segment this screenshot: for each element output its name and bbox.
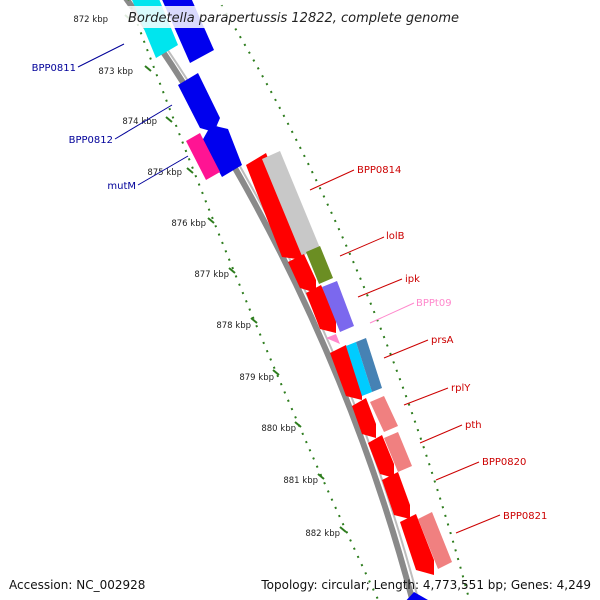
accession-text: Accession: NC_002928 <box>9 578 146 592</box>
tick-875 <box>186 167 194 174</box>
gene-arrow-BPP0820[interactable] <box>382 472 410 519</box>
outer-dotted-line <box>216 0 471 600</box>
cog-bar-rplY[interactable] <box>370 396 398 432</box>
cog-bar-ipk[interactable] <box>322 281 354 332</box>
cog-bar-BPP0814[interactable] <box>262 151 320 256</box>
gene-arrow-pth[interactable] <box>368 435 394 478</box>
gene-label-BPP0811[interactable]: BPP0811 <box>32 63 76 74</box>
gene-label-pth[interactable]: pth <box>465 420 482 431</box>
gene-arrow-ipk[interactable] <box>306 285 336 333</box>
gene-label-BPP0812[interactable]: BPP0812 <box>69 135 113 146</box>
gene-label-rplY[interactable]: rplY <box>451 383 471 394</box>
leader-line-mutM <box>137 155 189 186</box>
leader-line-BPP0811 <box>77 43 125 68</box>
leader-line-BPP0820 <box>435 461 480 481</box>
title-block: Bordetella parapertussis 12822, complete… <box>124 6 476 28</box>
tick-879 <box>272 369 280 376</box>
gene-arrow-mutM[interactable] <box>202 125 242 177</box>
tick-label: 880 kbp <box>261 424 296 434</box>
tick-label: 876 kbp <box>171 219 206 229</box>
gene-label-lolB[interactable]: lolB <box>386 231 405 242</box>
leader-line-rplY <box>403 387 449 406</box>
genome-summary-text: Topology: circular; Length: 4,773,551 bp… <box>261 578 591 592</box>
gene-label-mutM[interactable]: mutM <box>107 181 136 192</box>
leader-line-lolB <box>339 236 385 257</box>
cog-bar-prsA-1[interactable] <box>346 342 372 396</box>
cog-bar-pth[interactable] <box>384 432 412 472</box>
leader-line-prsA <box>383 339 429 359</box>
tick-label: 872 kbp <box>73 15 108 25</box>
gene-arrow-BPP0821[interactable] <box>400 514 434 575</box>
tick-label: 879 kbp <box>239 373 274 383</box>
inner-dotted-line <box>127 0 380 600</box>
forward-strand-features <box>246 151 452 575</box>
leader-line-BPPt09 <box>369 302 415 324</box>
cog-bar-lolB[interactable] <box>306 246 333 284</box>
tick-873 <box>144 65 152 72</box>
tick-881 <box>317 473 325 480</box>
gene-arrow-BPP0814[interactable] <box>246 153 304 260</box>
tick-878 <box>250 317 258 324</box>
leader-line-ipk <box>357 278 403 298</box>
leader-line-BPP0812 <box>114 104 173 140</box>
tick-label: 873 kbp <box>98 67 133 77</box>
tick-880 <box>294 421 302 428</box>
page-title: Bordetella parapertussis 12822, complete… <box>128 11 459 26</box>
gene-label-BPPt09[interactable]: BPPt09 <box>416 298 452 309</box>
leader-line-pth <box>419 424 463 444</box>
gene-label-BPP0821[interactable]: BPP0821 <box>503 511 547 522</box>
gene-arrow-bottom[interactable] <box>402 592 428 600</box>
forward-gene-labels: BPP0814 lolB ipk BPPt09 prsA rplY pth BP… <box>309 165 547 534</box>
gene-label-BPP0814[interactable]: BPP0814 <box>357 165 401 176</box>
backbone-arc-shadow <box>131 0 420 600</box>
tick-labels: 872 kbp 873 kbp 874 kbp 875 kbp 876 kbp … <box>73 15 340 539</box>
cog-bar-mutM[interactable] <box>186 133 220 180</box>
gene-arrow-BPPt09[interactable] <box>326 334 340 344</box>
gene-label-ipk[interactable]: ipk <box>405 274 420 285</box>
tick-label: 881 kbp <box>283 476 318 486</box>
tick-label: 882 kbp <box>305 529 340 539</box>
backbone <box>123 0 420 600</box>
gene-arrow-lolB[interactable] <box>288 254 316 293</box>
dotted-guides <box>127 0 471 600</box>
tick-label: 878 kbp <box>216 321 251 331</box>
tick-label: 877 kbp <box>194 270 229 280</box>
tick-882 <box>339 526 347 533</box>
reverse-gene-labels: BPP0811 BPP0812 mutM <box>32 43 189 192</box>
title-background <box>124 6 476 28</box>
gene-label-prsA[interactable]: prsA <box>431 335 454 346</box>
leader-line-BPP0814 <box>309 169 355 191</box>
tick-876 <box>207 217 215 224</box>
tick-877 <box>228 267 236 274</box>
tick-label: 875 kbp <box>147 168 182 178</box>
cog-bar-BPP0821[interactable] <box>418 512 452 569</box>
cog-bar-prsA-2[interactable] <box>356 338 382 392</box>
tick-874 <box>165 116 173 123</box>
leader-line-BPP0821 <box>455 514 501 534</box>
tick-label: 874 kbp <box>122 117 157 127</box>
gene-label-BPP0820[interactable]: BPP0820 <box>482 457 526 468</box>
gene-arrow-BPP0812[interactable] <box>178 73 220 132</box>
backbone-arc <box>123 0 416 600</box>
gene-arrow-rplY[interactable] <box>352 398 376 438</box>
gene-arrow-prsA[interactable] <box>330 345 362 400</box>
